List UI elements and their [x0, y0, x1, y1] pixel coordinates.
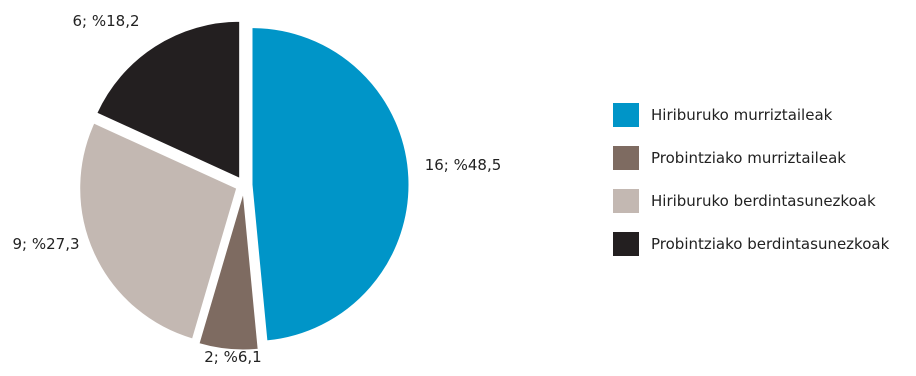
pie-slice-probintziako-berdintasunezkoak: [96, 20, 241, 180]
legend-item-hiriburuko-murriztaileak: Hiriburuko murriztaileak: [613, 103, 889, 127]
legend-swatch: [613, 189, 639, 213]
data-label: 16; %48,5: [425, 156, 502, 174]
pie-slice-hiriburuko-berdintasunezkoak: [79, 122, 238, 340]
legend-item-hiriburuko-berdintasunezkoak: Hiriburuko berdintasunezkoak: [613, 189, 889, 213]
legend-label: Probintziako berdintasunezkoak: [651, 235, 890, 253]
legend-label: Hiriburuko berdintasunezkoak: [651, 192, 876, 210]
legend-label: Probintziako murriztaileak: [651, 149, 846, 167]
data-label: 2; %6,1: [204, 348, 261, 366]
legend-item-probintziako-murriztaileak: Probintziako murriztaileak: [613, 146, 889, 170]
pie-slice-hiriburuko-murriztaileak: [251, 27, 410, 342]
legend-label: Hiriburuko murriztaileak: [651, 106, 833, 124]
legend-swatch: [613, 103, 639, 127]
data-label: 9; %27,3: [12, 235, 79, 253]
legend-swatch: [613, 146, 639, 170]
pie-slice-probintziako-murriztaileak: [198, 192, 259, 351]
data-label: 6; %18,2: [72, 12, 139, 30]
legend-item-probintziako-berdintasunezkoak: Probintziako berdintasunezkoak: [613, 232, 889, 256]
legend-swatch: [613, 232, 639, 256]
legend: Hiriburuko murriztaileak Probintziako mu…: [613, 103, 889, 275]
